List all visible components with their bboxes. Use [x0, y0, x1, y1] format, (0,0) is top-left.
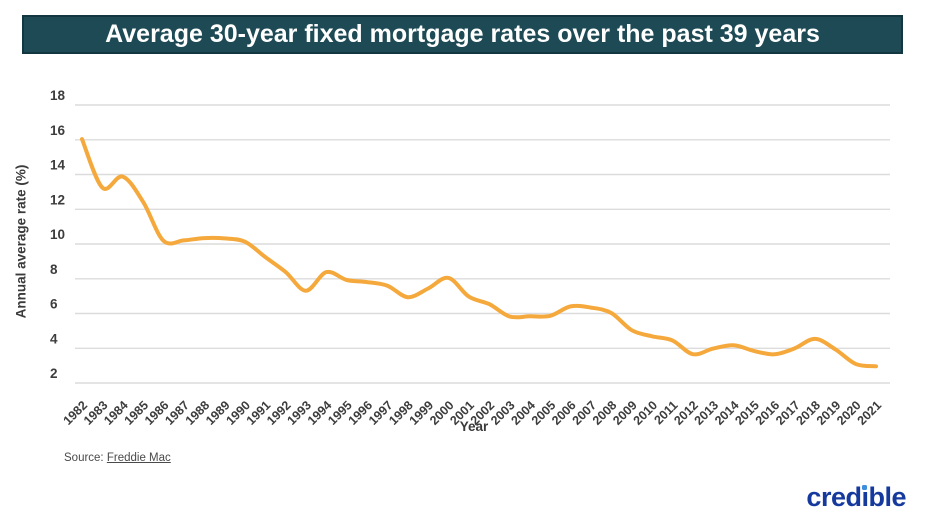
y-tick-label: 6: [50, 297, 58, 312]
source-note: Source: Freddie Mac: [64, 452, 171, 464]
y-axis-title: Annual average rate (%): [13, 164, 29, 319]
source-link[interactable]: Freddie Mac: [106, 452, 171, 464]
logo-letter-i: ı: [861, 482, 869, 512]
chart-title: Average 30-year fixed mortgage rates ove…: [105, 20, 820, 48]
source-label: Source:: [64, 452, 104, 464]
y-tick-label: 2: [50, 366, 58, 381]
logo-text-before-i: cred: [806, 482, 862, 512]
y-tick-label: 10: [50, 227, 65, 242]
x-axis-title: Year: [459, 419, 489, 434]
y-tick-label: 18: [50, 88, 66, 103]
y-tick-label: 16: [50, 123, 66, 138]
y-tick-label: 8: [50, 262, 58, 277]
chart-title-bar: Average 30-year fixed mortgage rates ove…: [22, 15, 903, 54]
y-tick-label: 4: [50, 331, 58, 346]
logo-text-after-i: ble: [868, 482, 906, 512]
x-tick-label: 2021: [855, 398, 885, 428]
y-tick-label: 12: [50, 192, 65, 207]
logo-i-dot: [862, 485, 868, 490]
rate-line: [80, 137, 878, 369]
credible-logo: credı ble: [806, 482, 906, 513]
y-tick-label: 14: [50, 158, 66, 173]
